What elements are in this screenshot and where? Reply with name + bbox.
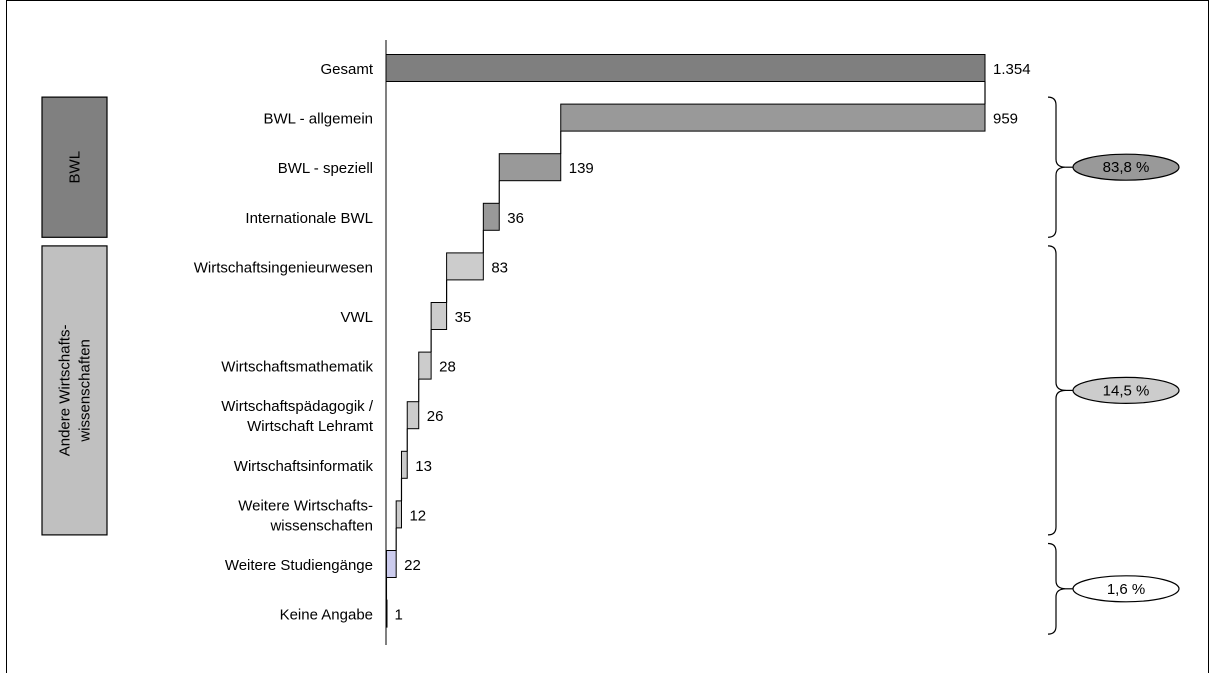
bar-4 (482, 202, 500, 231)
category-label: VWL (340, 309, 373, 326)
group-box-1 (41, 96, 108, 238)
share-ellipse-3 (1072, 575, 1180, 603)
bar-1 (385, 54, 986, 82)
group-label: wissenschaften (77, 339, 94, 443)
group-box-2 (41, 245, 108, 536)
share-ellipse-1 (1072, 153, 1180, 181)
bar-3 (498, 153, 562, 182)
value-label: 12 (409, 507, 426, 524)
bar-11 (385, 550, 397, 578)
category-label: Wirtschaftsmathematik (221, 359, 373, 376)
value-label: 959 (993, 111, 1018, 128)
value-label: 83 (491, 259, 508, 276)
category-label: Gesamt (320, 61, 373, 78)
category-label: wissenschaften (269, 517, 373, 534)
category-label: Wirtschaftsinformatik (234, 458, 374, 475)
bar-2 (560, 103, 986, 132)
bar-5 (446, 252, 484, 281)
chart-frame (6, 0, 1209, 673)
share-ellipse-2 (1072, 376, 1180, 404)
share-label: 14,5 % (1103, 382, 1150, 399)
value-label: 28 (439, 359, 456, 376)
value-label: 26 (427, 408, 444, 425)
category-label: Keine Angabe (280, 607, 373, 624)
value-label: 36 (507, 210, 524, 227)
group-label: BWL (67, 151, 84, 184)
value-label: 22 (404, 557, 421, 574)
category-label: Wirtschaft Lehramt (247, 418, 374, 435)
bar-9 (400, 450, 408, 479)
value-label: 35 (455, 309, 472, 326)
category-label: BWL - allgemein (264, 111, 373, 128)
category-label: Wirtschaftspädagogik / (221, 398, 374, 415)
share-label: 83,8 % (1103, 159, 1150, 176)
group-label: Andere Wirtschafts- (57, 325, 74, 457)
category-label: Wirtschaftsingenieurwesen (194, 259, 373, 276)
value-label: 13 (415, 458, 432, 475)
value-label: 139 (569, 160, 594, 177)
value-label: 1 (394, 607, 402, 624)
bar-7 (418, 351, 432, 380)
value-label: 1.354 (993, 61, 1031, 78)
category-label: Weitere Studiengänge (225, 557, 373, 574)
share-label: 1,6 % (1107, 581, 1145, 598)
category-label: Weitere Wirtschafts- (238, 497, 373, 514)
group-brace-1 (1047, 96, 1067, 238)
bar-6 (430, 302, 448, 330)
category-label: Internationale BWL (245, 210, 373, 227)
group-brace-3 (1047, 542, 1067, 635)
bar-8 (406, 401, 420, 430)
category-label: BWL - speziell (278, 160, 373, 177)
group-brace-2 (1047, 245, 1067, 536)
bar-10 (395, 500, 402, 529)
